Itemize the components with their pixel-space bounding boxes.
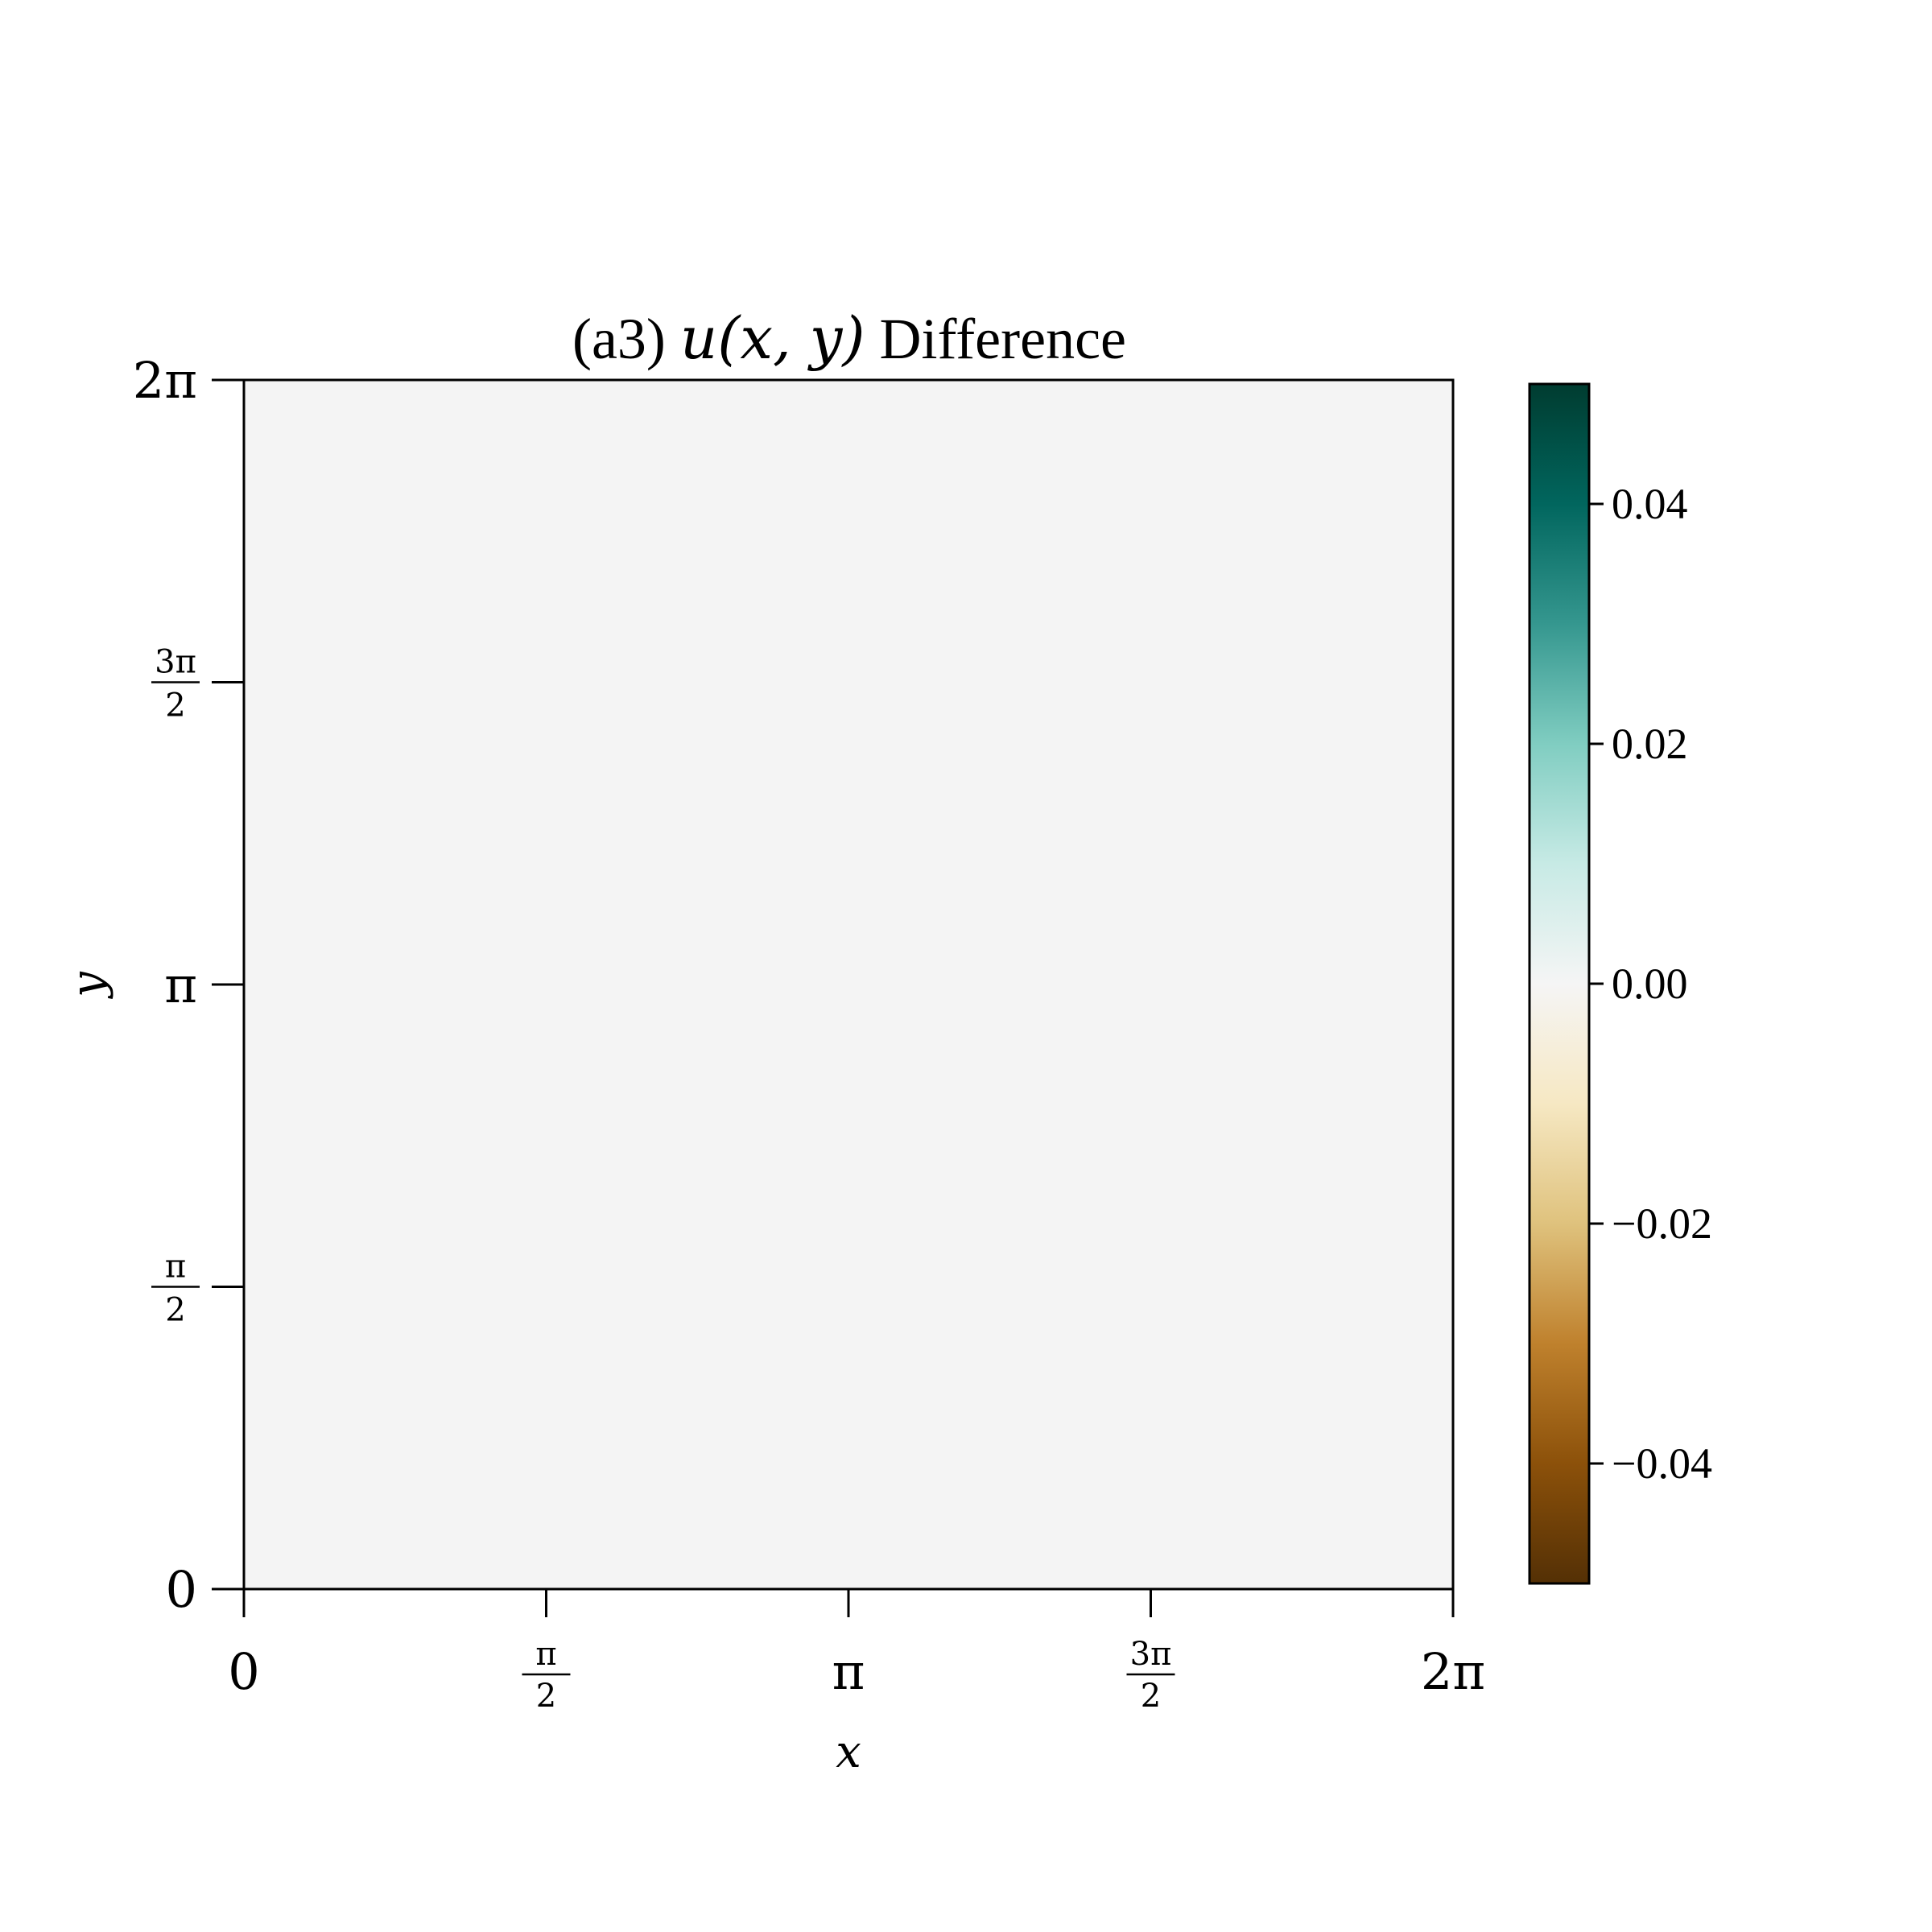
x-tick-denominator: 2 (1141, 1678, 1161, 1715)
x-tick-label: π (832, 1642, 865, 1701)
x-tick-label: π2 (522, 1636, 571, 1715)
chart-title: (a3) u(x, y) Difference (572, 304, 1126, 372)
x-tick-label: 2π (1421, 1642, 1485, 1701)
y-tick-numerator: π (165, 1249, 186, 1286)
y-tick-denominator: 2 (165, 687, 185, 724)
colorbar-tick-label: −0.02 (1612, 1199, 1712, 1248)
x-tick-label: 0 (228, 1642, 259, 1701)
y-tick-label: π (164, 956, 197, 1014)
y-tick-label: 0 (166, 1560, 197, 1619)
y-tick-label: 3π2 (151, 644, 200, 724)
colorbar (1528, 382, 1591, 1585)
colorbar-tick-label: 0.00 (1612, 960, 1688, 1008)
x-tick-denominator: 2 (536, 1678, 556, 1715)
colorbar-tick-label: 0.04 (1612, 480, 1688, 528)
y-tick-label: π2 (151, 1249, 200, 1329)
x-axis-ticks: 0 π2 π 3π2 2π (228, 1589, 1485, 1715)
y-axis-label: y (62, 971, 114, 1000)
colorbar-tick-label: 0.02 (1612, 720, 1688, 768)
y-tick-denominator: 2 (165, 1292, 185, 1329)
x-tick-numerator: π (535, 1636, 556, 1673)
colorbar-ticks: 0.04 0.02 0.00 −0.02 −0.04 (1589, 480, 1712, 1488)
colorbar-tick-label: −0.04 (1612, 1439, 1712, 1488)
x-tick-label: 3π2 (1126, 1636, 1175, 1715)
y-tick-label: 2π (133, 351, 197, 410)
x-axis-label: x (836, 1726, 861, 1778)
x-tick-numerator: 3π (1130, 1636, 1172, 1673)
heatmap-field (242, 378, 1455, 1591)
y-tick-numerator: 3π (155, 644, 196, 681)
